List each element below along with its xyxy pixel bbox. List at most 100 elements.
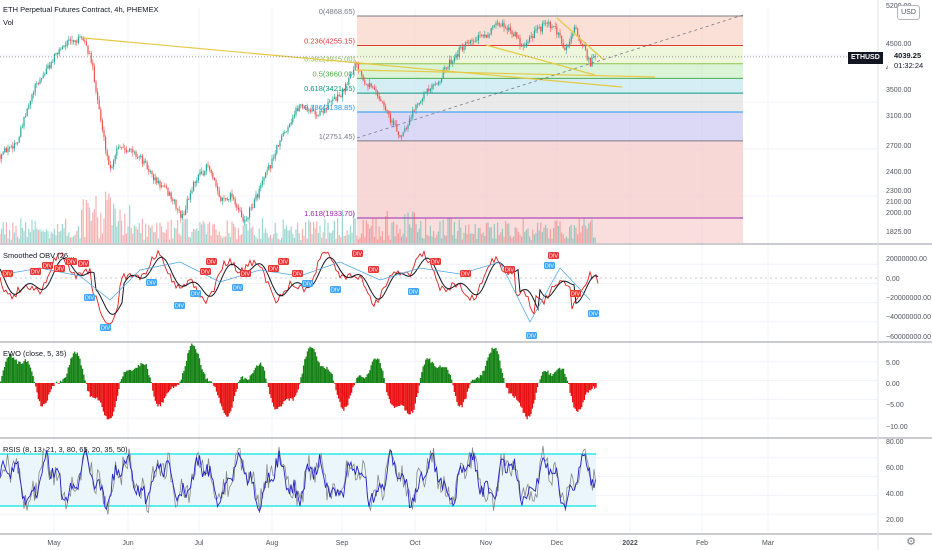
ewo-bar bbox=[179, 381, 181, 383]
ewo-bar bbox=[253, 370, 255, 383]
volume-bar bbox=[263, 232, 265, 243]
volume-bar bbox=[428, 235, 430, 243]
ewo-bar bbox=[447, 369, 449, 383]
ewo-bar bbox=[267, 383, 270, 388]
volume-bar bbox=[39, 229, 41, 243]
ewo-bar bbox=[249, 375, 251, 383]
settings-gear-icon[interactable]: ⚙ bbox=[906, 536, 916, 548]
volume-bar bbox=[188, 236, 190, 243]
volume-bar bbox=[463, 232, 465, 243]
candle-body bbox=[162, 185, 164, 187]
price-tick-label: 2400.00 bbox=[886, 169, 911, 176]
volume-bar bbox=[10, 239, 12, 243]
volume-bar bbox=[277, 238, 279, 243]
ewo-bar bbox=[29, 367, 32, 383]
candle-body bbox=[410, 117, 412, 119]
candle-body bbox=[317, 115, 319, 117]
time-axis[interactable]: May Jun Jul Aug Sep Oct Nov Dec 2022 Feb Mar bbox=[47, 540, 774, 547]
candle-body bbox=[434, 83, 436, 86]
ewo-bar bbox=[13, 357, 15, 383]
volume-bar bbox=[266, 233, 268, 243]
ewo-bar bbox=[187, 353, 189, 383]
volume-bar bbox=[26, 237, 28, 243]
candle-body bbox=[415, 104, 417, 110]
candle-body bbox=[503, 22, 505, 28]
volume-bar bbox=[138, 222, 140, 243]
divergence-tag-label: DIV bbox=[545, 264, 555, 270]
ewo-bar bbox=[302, 365, 305, 383]
trendlines[interactable] bbox=[0, 14, 878, 139]
ewo-bar bbox=[409, 383, 411, 415]
ewo-bar bbox=[39, 383, 41, 402]
volume-bar bbox=[82, 199, 84, 243]
ewo-bar bbox=[499, 360, 501, 383]
volume-bar bbox=[343, 235, 345, 243]
divergence-tag-label: DIV bbox=[409, 290, 419, 296]
ewo-bar bbox=[257, 366, 259, 383]
volume-bar bbox=[348, 234, 350, 243]
volume-bar bbox=[261, 218, 263, 243]
candle-body bbox=[546, 22, 548, 24]
ewo-bar bbox=[258, 364, 260, 383]
ewo-bar bbox=[182, 373, 184, 383]
volume-bar bbox=[220, 235, 222, 243]
divergence-tag-bg bbox=[42, 262, 53, 269]
divergence-tag: DIV bbox=[504, 266, 515, 274]
ewo-bar bbox=[232, 383, 234, 402]
volume-bar bbox=[305, 221, 307, 243]
candle-body bbox=[489, 34, 491, 35]
volume-bar bbox=[193, 228, 195, 243]
candle-body bbox=[242, 217, 244, 222]
ewo-bar bbox=[153, 383, 155, 397]
ewo-bar bbox=[371, 361, 374, 383]
candle-body bbox=[287, 127, 289, 132]
candle-body bbox=[167, 187, 169, 196]
volume-bar bbox=[293, 237, 295, 243]
ewo-bar bbox=[230, 383, 232, 412]
divergence-tag-label: DIV bbox=[527, 334, 537, 340]
candle-body bbox=[329, 101, 331, 103]
ewo-bar bbox=[55, 381, 58, 383]
candle-body bbox=[413, 109, 415, 111]
ewo-bar bbox=[35, 383, 37, 387]
ewo-bar bbox=[560, 369, 562, 383]
fibonacci-retracement[interactable]: 0(4868.65) 0.236(4255.15) 0.382(3915.00) 0.… bbox=[304, 7, 743, 243]
ewo-bar bbox=[291, 383, 293, 399]
ewo-bar bbox=[124, 372, 127, 383]
ewo-bar bbox=[248, 379, 250, 383]
ewo-bar bbox=[497, 354, 500, 383]
ewo-bar bbox=[510, 383, 513, 394]
candle-body bbox=[141, 155, 143, 164]
volume-bar bbox=[113, 203, 115, 243]
ewo-bar bbox=[132, 369, 134, 383]
candle-body bbox=[135, 151, 137, 157]
chart-title: ETH Perpetual Futures Contract, 4h, PHEM… bbox=[3, 5, 159, 14]
divergence-tag: DIV bbox=[2, 270, 13, 278]
volume-bar bbox=[473, 233, 475, 243]
candle-body bbox=[375, 89, 377, 92]
volume-bar bbox=[109, 197, 111, 243]
candle-body bbox=[258, 188, 260, 198]
candle-body bbox=[255, 194, 257, 200]
ewo-bar bbox=[314, 352, 316, 383]
ewo-bar bbox=[261, 365, 263, 383]
candle-body bbox=[420, 100, 422, 103]
volume-bar bbox=[498, 234, 500, 243]
currency-badge[interactable]: USD bbox=[897, 5, 920, 20]
divergence-tag-label: DIV bbox=[241, 272, 251, 278]
last-price: 4039.25 bbox=[894, 51, 922, 60]
divergence-tag-label: DIV bbox=[369, 268, 379, 274]
volume-bar bbox=[234, 226, 236, 243]
volume-bar bbox=[29, 232, 31, 243]
ewo-bar bbox=[523, 383, 526, 413]
ewo-bar bbox=[551, 375, 553, 383]
volume-bar bbox=[399, 228, 401, 243]
ewo-bar bbox=[2, 370, 4, 383]
price-axis[interactable]: 5200.004500.004000.003500.003100.002700.… bbox=[886, 3, 931, 524]
candle-body bbox=[573, 27, 575, 34]
divergence-tag-bg bbox=[460, 270, 471, 277]
candle-body bbox=[23, 117, 25, 127]
candle-body bbox=[516, 32, 518, 38]
candle-body bbox=[519, 37, 521, 47]
